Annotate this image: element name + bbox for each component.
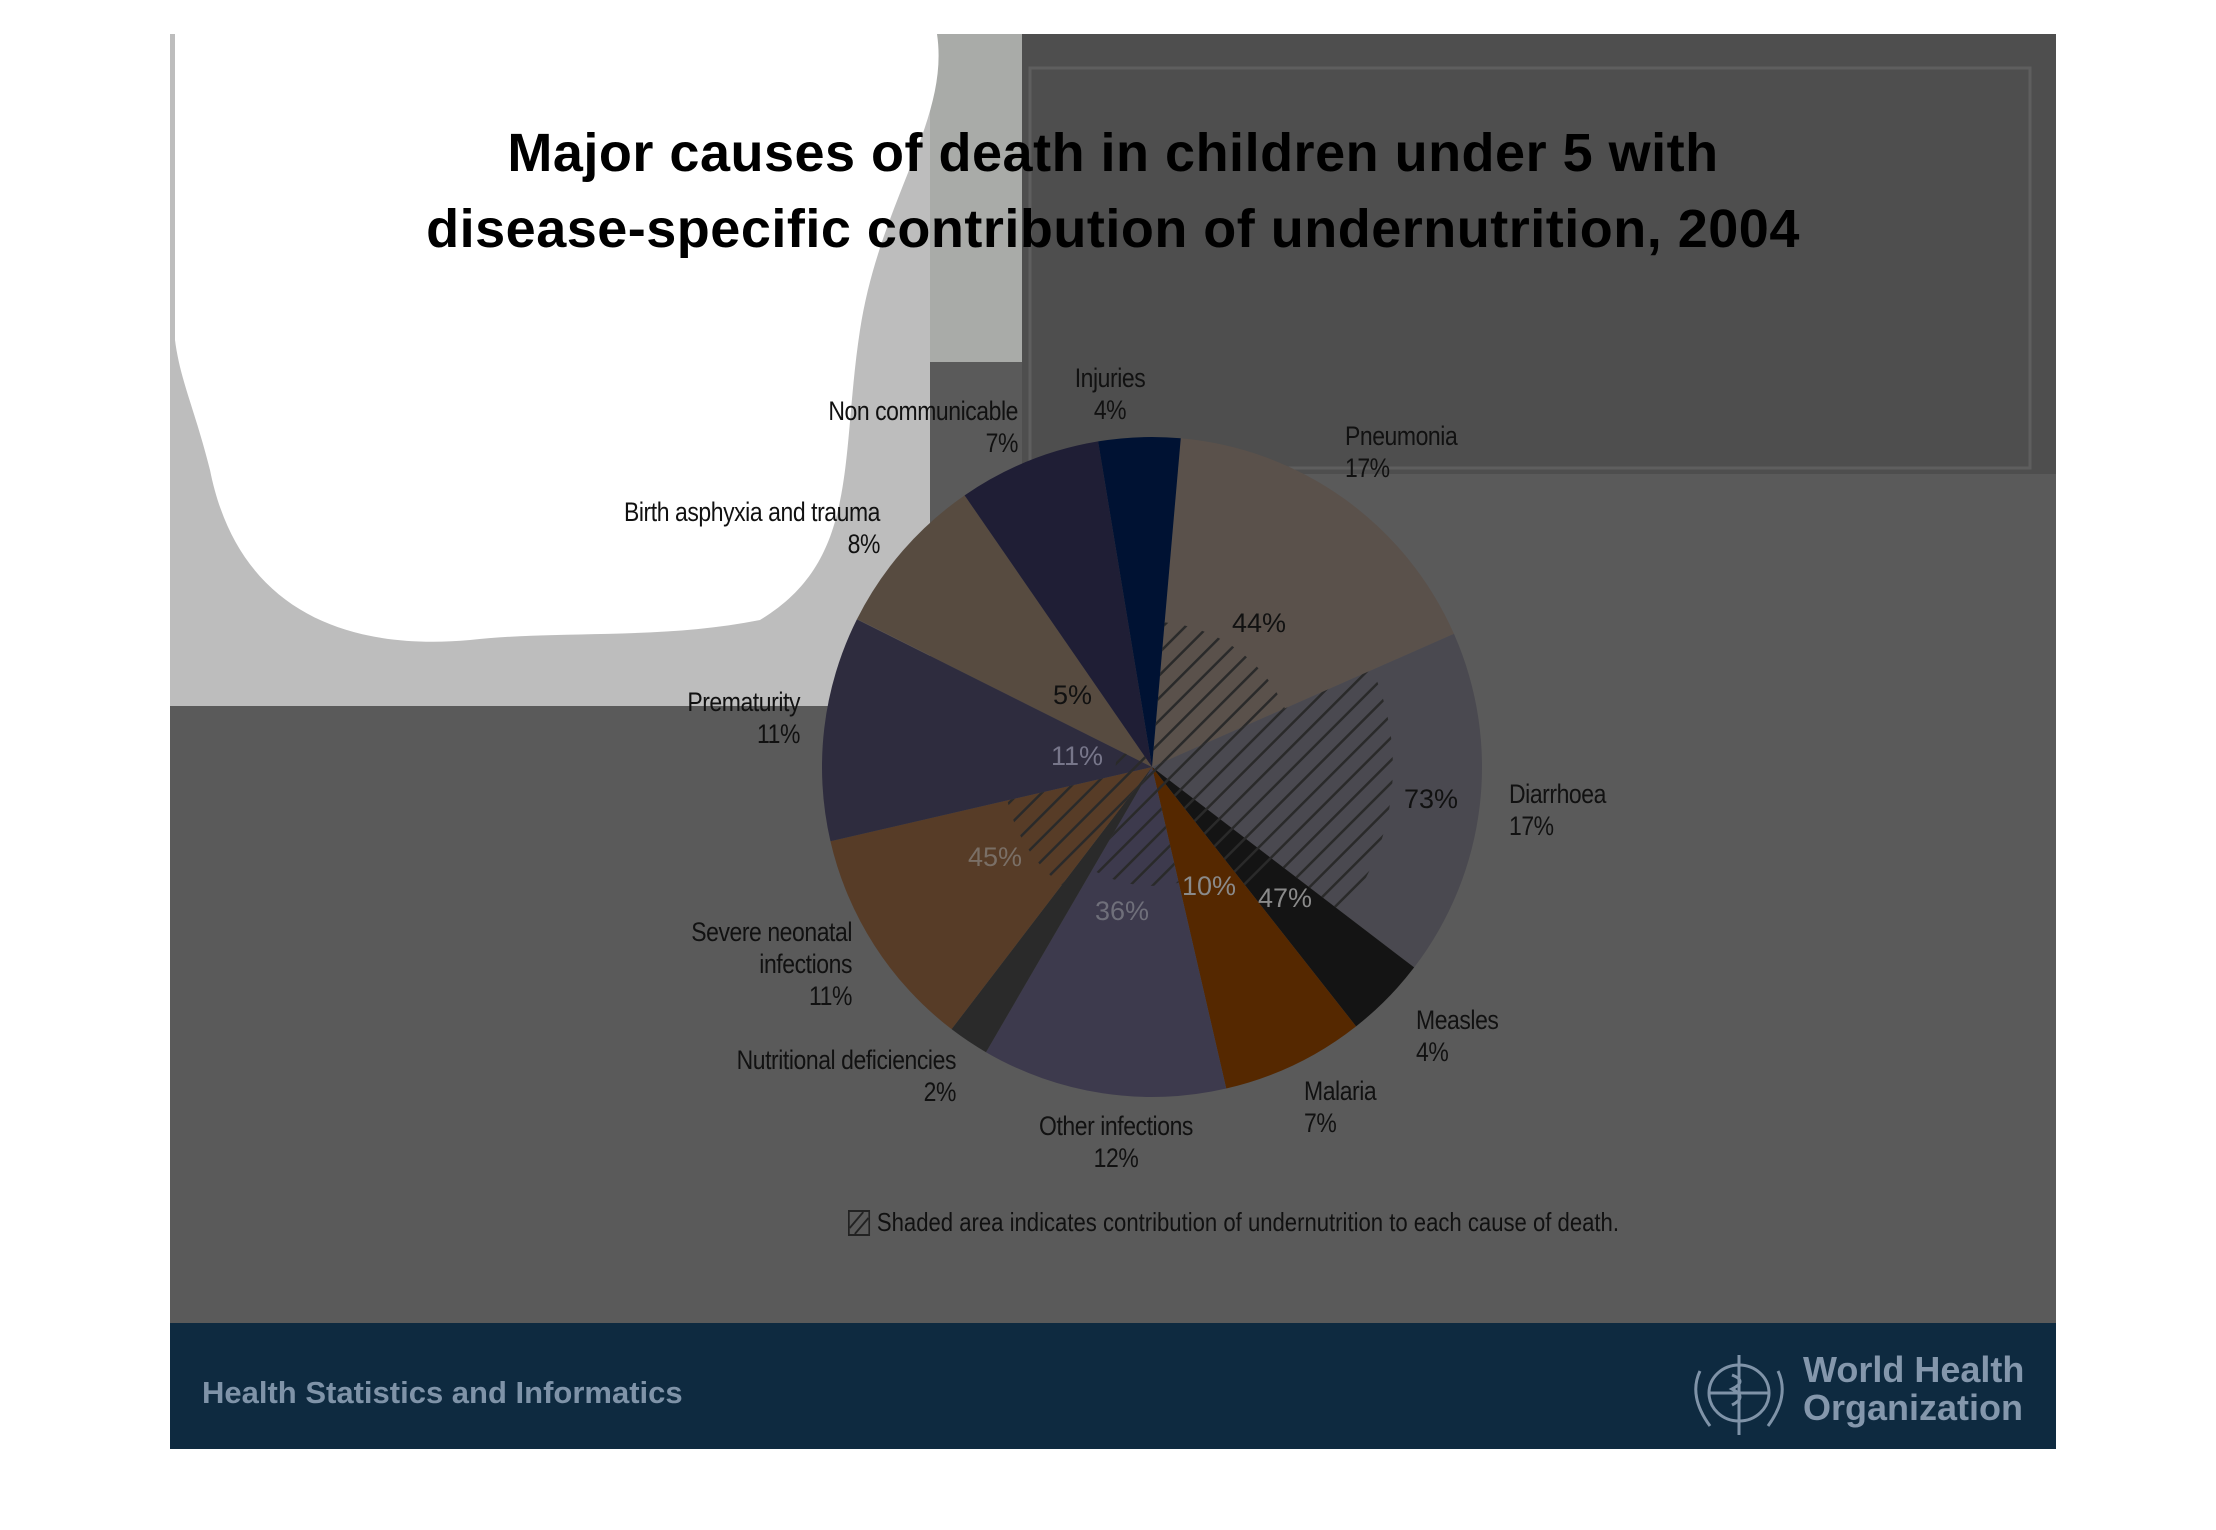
undernutrition-hatch-pneumonia xyxy=(1152,622,1285,767)
slide-title-line-1: Major causes of death in children under … xyxy=(507,123,1719,183)
footer-department: Health Statistics and Informatics xyxy=(202,1375,683,1410)
pie-slice-prematurity xyxy=(822,619,1152,842)
undernutrition-hatch-measles xyxy=(1152,767,1276,889)
label-severe-neonatal: Severe neonatal infections 11% xyxy=(674,916,852,1012)
hatch-swatch-icon xyxy=(848,1209,871,1236)
label-injuries: Injuries 4% xyxy=(1042,362,1178,426)
label-value: 11% xyxy=(809,981,852,1011)
label-name: Pneumonia xyxy=(1345,421,1458,451)
who-wordmark: World Health Organization xyxy=(1803,1351,2024,1427)
label-value: 2% xyxy=(923,1077,957,1107)
undernutrition-hatch-layer xyxy=(1007,622,1393,914)
label-name: Severe neonatal infections xyxy=(691,917,852,979)
undernutrition-hatch-severe-neonatal-infections xyxy=(1007,767,1152,885)
who-wordmark-line-2: Organization xyxy=(1803,1387,2024,1428)
chart-legend: Shaded area indicates contribution of un… xyxy=(848,1207,1619,1238)
who-wordmark-line-1: World Health xyxy=(1803,1349,2025,1390)
label-name: Prematurity xyxy=(687,687,800,717)
label-value: 17% xyxy=(1345,453,1390,483)
slide-top-panel xyxy=(1022,34,2056,474)
pie-slice-malaria xyxy=(1152,767,1357,1089)
undernutrition-hatch-prematurity xyxy=(1115,750,1152,776)
label-malaria: Malaria 7% xyxy=(1304,1075,1377,1139)
label-name: Measles xyxy=(1416,1005,1499,1035)
label-pneumonia: Pneumonia 17% xyxy=(1345,420,1458,484)
share-label-pneumonia: 44% xyxy=(1232,608,1286,638)
label-value: 7% xyxy=(1304,1108,1337,1138)
label-measles: Measles 4% xyxy=(1416,1004,1499,1068)
pie-slice-highlight-prematurity xyxy=(822,619,1022,706)
label-name: Diarrhoea xyxy=(1509,779,1606,809)
share-label-birth-asphyxia: 5% xyxy=(1053,680,1092,710)
legend-text: Shaded area indicates contribution of un… xyxy=(876,1207,1619,1237)
label-diarrhoea: Diarrhoea 17% xyxy=(1509,778,1606,842)
label-other-infections: Other infections 12% xyxy=(989,1110,1244,1174)
share-label-severe-neonatal: 45% xyxy=(968,842,1022,872)
undernutrition-hatch-malaria xyxy=(1152,767,1173,800)
pie-slice-nutritional-deficiencies xyxy=(951,767,1152,1053)
footer-bar: Health Statistics and Informatics World … xyxy=(170,1323,2056,1449)
label-value: 17% xyxy=(1509,811,1554,841)
slide-title-line-2: disease-specific contribution of undernu… xyxy=(426,199,1800,259)
label-value: 8% xyxy=(847,529,881,559)
slide-frame xyxy=(1028,66,2032,470)
share-label-measles: 47% xyxy=(1258,883,1312,913)
pie-slice-non-communicable xyxy=(964,441,1152,767)
label-value: 4% xyxy=(1093,395,1127,425)
who-emblem-icon xyxy=(1694,1355,1784,1435)
undernutrition-hatch-diarrhoea xyxy=(1152,669,1393,914)
undernutrition-hatch-other-infections xyxy=(1092,767,1179,886)
share-label-other-infections: 36% xyxy=(1095,896,1149,926)
undernutrition-hatch-birth-asphyxia-and-trauma xyxy=(1137,753,1152,767)
share-labels: 44% 73% 47% 10% 36% 45% 11% 5% xyxy=(968,608,1458,926)
pie-slice-injuries xyxy=(1098,436,1181,767)
label-name: Birth asphyxia and trauma xyxy=(624,497,880,527)
label-value: 12% xyxy=(1093,1143,1139,1173)
label-name: Injuries xyxy=(1074,363,1146,393)
label-non-communicable: Non communicable 7% xyxy=(763,395,1018,459)
share-label-prematurity: 11% xyxy=(1051,741,1103,771)
share-label-malaria: 10% xyxy=(1182,871,1236,901)
label-value: 4% xyxy=(1416,1037,1449,1067)
label-birth-asphyxia: Birth asphyxia and trauma 8% xyxy=(540,496,880,560)
light-overlay xyxy=(170,34,1022,706)
label-value: 7% xyxy=(985,428,1019,458)
label-name: Non communicable xyxy=(828,396,1018,426)
share-label-diarrhoea: 73% xyxy=(1404,784,1458,814)
label-nutritional-deficiencies: Nutritional deficiencies 2% xyxy=(659,1044,957,1108)
pie-slice-birth-asphyxia-and-trauma xyxy=(856,495,1152,767)
label-name: Malaria xyxy=(1304,1076,1377,1106)
label-prematurity: Prematurity 11% xyxy=(630,686,800,750)
label-value: 11% xyxy=(757,719,800,749)
label-name: Other infections xyxy=(1039,1111,1193,1141)
label-name: Nutritional deficiencies xyxy=(736,1045,957,1075)
